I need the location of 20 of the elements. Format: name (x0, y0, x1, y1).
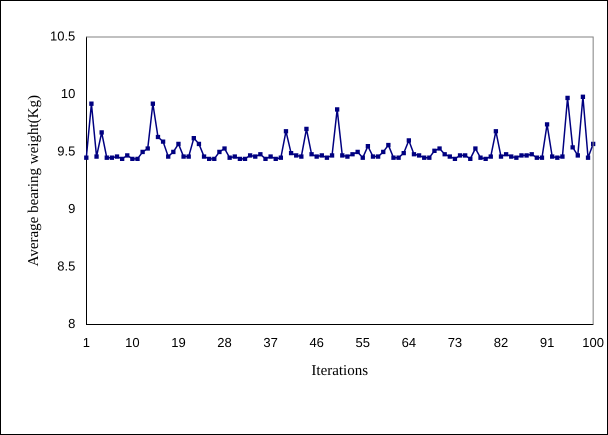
y-tick-label: 9.5 (57, 144, 76, 159)
x-tick-label: 100 (582, 334, 604, 350)
x-tick-label: 82 (494, 334, 508, 350)
y-axis-title: Average bearing weight(Kg) (26, 95, 42, 266)
y-tick-label: 10.5 (50, 28, 76, 44)
x-tick-label: 73 (448, 334, 462, 350)
x-tick-label: 28 (217, 334, 232, 350)
y-tick-label: 9 (68, 201, 76, 216)
x-tick-label: 10 (125, 334, 140, 350)
y-tick-label: 8 (68, 316, 76, 331)
x-tick-label: 55 (356, 334, 370, 350)
x-tick-label: 1 (82, 334, 90, 350)
x-tick-label: 91 (540, 334, 554, 350)
x-tick-label: 64 (402, 334, 416, 350)
x-tick-label: 46 (309, 334, 324, 350)
x-tick-label: 37 (263, 334, 278, 350)
y-tick-label: 8.5 (57, 258, 76, 274)
x-tick-label: 19 (171, 334, 186, 350)
y-tick-label: 10 (60, 86, 76, 102)
x-axis-title: Iterations (311, 362, 368, 379)
